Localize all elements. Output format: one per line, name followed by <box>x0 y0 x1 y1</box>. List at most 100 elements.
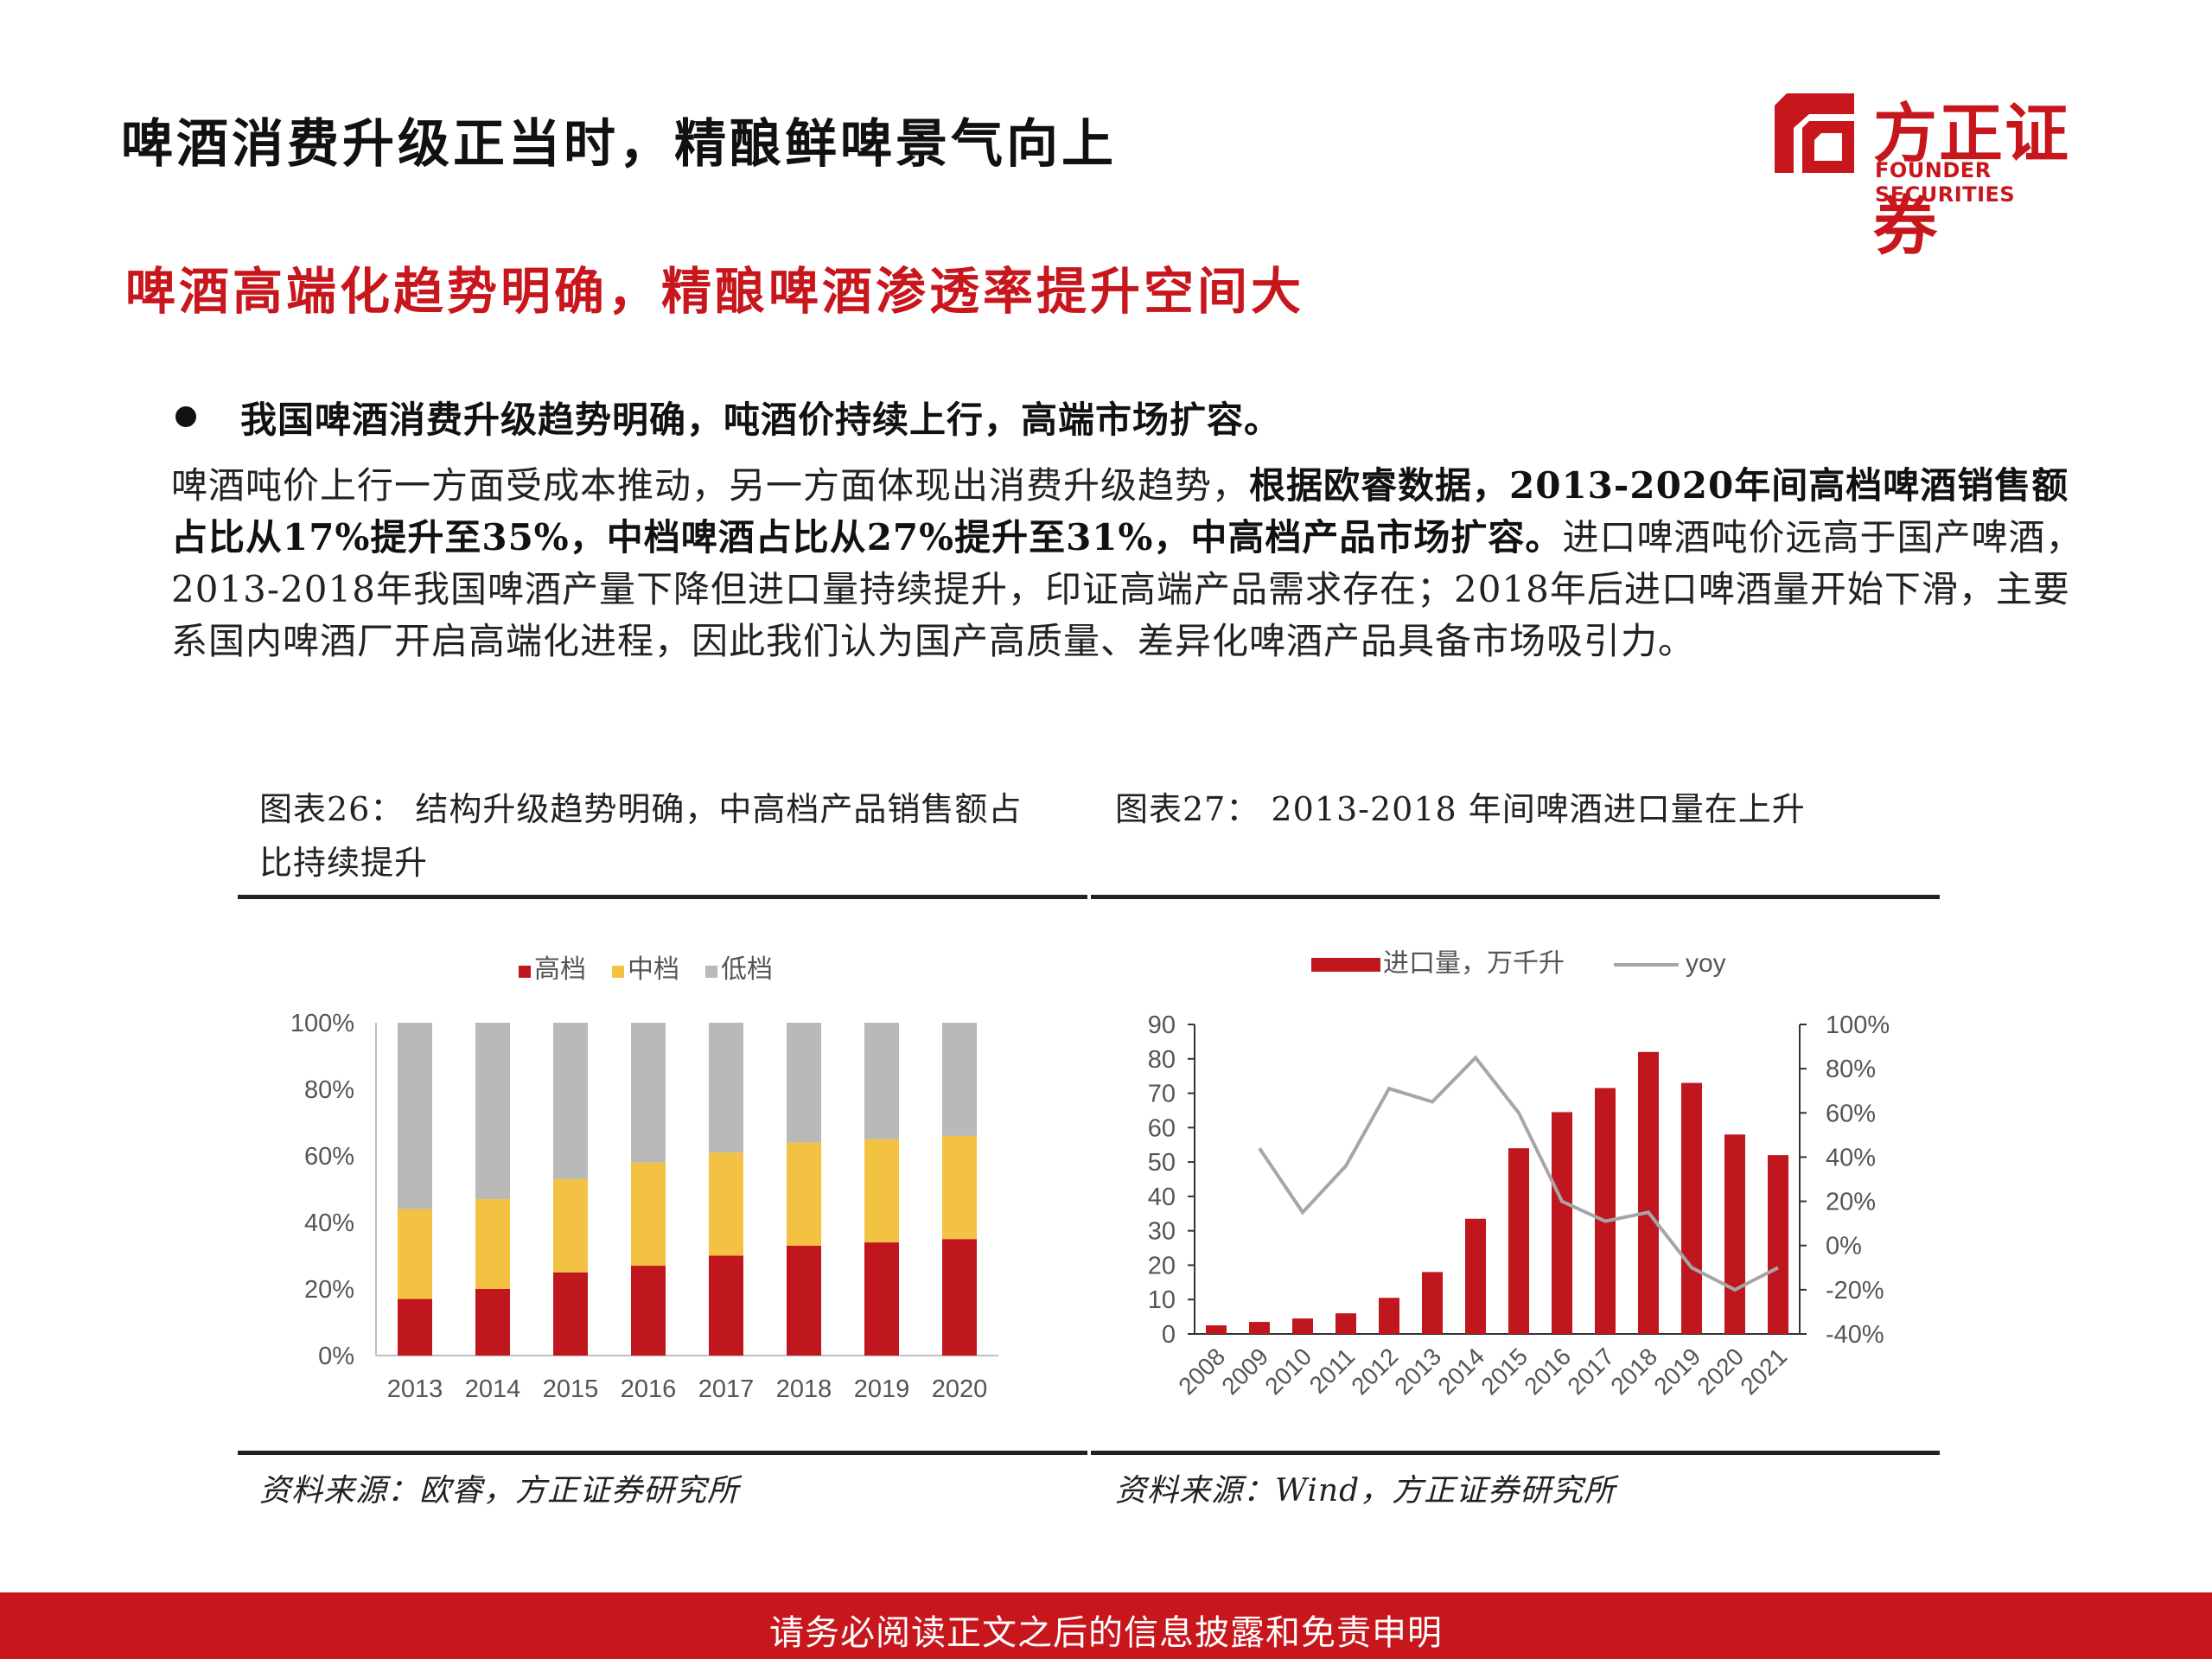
bar-中档-2020 <box>942 1135 977 1240</box>
y-tick-label: 100% <box>290 1010 354 1037</box>
bar-import-2016 <box>1552 1112 1572 1334</box>
x-tick-label: 2018 <box>1605 1343 1662 1400</box>
bullet-heading: 我国啤酒消费升级趋势明确，吨酒价持续上行，高端市场扩容。 <box>240 399 1282 441</box>
x-tick-label: 2016 <box>1519 1343 1576 1400</box>
bar-低档-2017 <box>709 1023 743 1153</box>
fig27-chart: 0 10 20 30 40 50 60 70 80 90 -40% -20% 0% 20% 40% 60% 80… <box>1148 949 1890 1400</box>
fig26-title-line2: 比持续提升 <box>259 844 429 882</box>
left-tick-label: 20 <box>1148 1252 1176 1279</box>
legend-label: 中档 <box>628 955 679 984</box>
bar-import-2015 <box>1508 1148 1529 1334</box>
bar-高档-2018 <box>787 1245 821 1356</box>
left-tick-label: 60 <box>1148 1114 1176 1142</box>
x-tick-label: 2019 <box>854 1375 910 1403</box>
legend-label: yoy <box>1686 949 1726 978</box>
fig26-source: 资料来源：欧睿，方正证券研究所 <box>259 1473 740 1509</box>
bar-中档-2015 <box>553 1178 588 1273</box>
x-tick-label: 2016 <box>621 1375 677 1403</box>
page-title: 啤酒消费升级正当时，精酿鲜啤景气向上 <box>121 114 1117 175</box>
x-tick-label: 2017 <box>698 1375 755 1403</box>
footer-disclaimer: 请务必阅读正文之后的信息披露和免责申明 <box>769 1613 1443 1653</box>
x-tick-label: 2010 <box>1259 1343 1316 1400</box>
fig26-chart: 0% 20% 40% 60% 80% 100% 2013 2014 2015 2016 2017 20… <box>290 955 998 1403</box>
bar-低档-2015 <box>553 1023 588 1179</box>
fig27-bottom-rule <box>1091 1451 1940 1455</box>
bar-import-2011 <box>1335 1313 1356 1334</box>
legend-swatch-高档 <box>519 966 531 978</box>
legend-swatch-import <box>1311 958 1380 972</box>
fig27-top-rule <box>1091 895 1940 899</box>
legend-label: 高档 <box>534 955 586 984</box>
left-tick-label: 80 <box>1148 1046 1176 1074</box>
bar-import-2009 <box>1249 1322 1270 1334</box>
bar-import-2012 <box>1379 1298 1399 1334</box>
bar-import-2020 <box>1724 1134 1745 1334</box>
bar-中档-2014 <box>475 1199 510 1289</box>
bar-中档-2019 <box>864 1139 899 1243</box>
right-tick-label: 80% <box>1826 1056 1876 1083</box>
bar-import-2014 <box>1465 1218 1486 1334</box>
fig26-title-line1: 图表26： 结构升级趋势明确，中高档产品销售额占 <box>259 790 1023 828</box>
body-paragraph: 啤酒吨价上行一方面受成本推动，另一方面体现出消费升级趋势，根据欧睿数据，2013… <box>171 460 2099 667</box>
left-tick-label: 40 <box>1148 1184 1176 1211</box>
y-tick-label: 20% <box>304 1276 354 1304</box>
x-tick-label: 2014 <box>1432 1343 1489 1400</box>
left-tick-label: 90 <box>1148 1011 1176 1039</box>
fig27-source: 资料来源：Wind，方正证券研究所 <box>1115 1473 1616 1509</box>
bar-低档-2018 <box>787 1023 821 1143</box>
x-tick-label: 2012 <box>1346 1343 1403 1400</box>
bar-import-2017 <box>1595 1088 1616 1334</box>
bar-中档-2018 <box>787 1142 821 1246</box>
x-tick-label: 2013 <box>387 1375 443 1403</box>
bar-高档-2014 <box>475 1289 510 1356</box>
right-tick-label: -20% <box>1826 1277 1884 1305</box>
y-tick-label: 80% <box>304 1076 354 1104</box>
fig27-title: 图表27： 2013-2018 年间啤酒进口量在上升 <box>1115 790 1806 828</box>
logo-text-en: FOUNDER SECURITIES <box>1875 158 2016 207</box>
y-tick-label: 60% <box>304 1143 354 1171</box>
right-tick-label: 0% <box>1826 1233 1862 1260</box>
x-tick-label: 2020 <box>932 1375 988 1403</box>
fig26-bottom-rule <box>238 1451 1087 1455</box>
yoy-line <box>1258 1055 1779 1292</box>
left-tick-label: 0 <box>1162 1321 1176 1349</box>
legend-label: 低档 <box>721 955 773 984</box>
x-tick-label: 2017 <box>1562 1343 1619 1400</box>
bar-高档-2020 <box>942 1239 977 1356</box>
bar-低档-2013 <box>398 1023 432 1209</box>
legend-label: 进口量，万千升 <box>1383 949 1565 978</box>
bar-高档-2016 <box>631 1266 666 1356</box>
bar-低档-2020 <box>942 1023 977 1136</box>
bar-import-2021 <box>1768 1155 1788 1334</box>
bar-中档-2013 <box>398 1209 432 1299</box>
x-tick-label: 2014 <box>465 1375 521 1403</box>
legend-swatch-低档 <box>705 966 717 978</box>
x-tick-label: 2015 <box>1476 1343 1533 1400</box>
fig26-top-rule <box>238 895 1087 899</box>
x-tick-label: 2011 <box>1304 1343 1361 1399</box>
founder-logo-icon <box>1775 93 1854 173</box>
left-tick-label: 10 <box>1148 1286 1176 1314</box>
bar-import-2018 <box>1638 1051 1659 1334</box>
left-tick-label: 50 <box>1148 1149 1176 1177</box>
right-tick-label: 60% <box>1826 1100 1876 1127</box>
x-tick-label: 2009 <box>1216 1343 1273 1400</box>
right-tick-label: -40% <box>1826 1321 1884 1349</box>
bar-中档-2016 <box>631 1162 666 1267</box>
left-tick-label: 30 <box>1148 1218 1176 1246</box>
right-tick-label: 40% <box>1826 1144 1876 1171</box>
body-text-bold: 根据欧睿数据，2013-2020年间高档啤酒销售额占比从17%提升至35%，中档… <box>171 464 2069 558</box>
bar-import-2008 <box>1206 1325 1227 1334</box>
bar-低档-2019 <box>864 1023 899 1139</box>
x-tick-label: 2013 <box>1389 1343 1446 1400</box>
bullet-icon <box>175 406 196 427</box>
x-tick-label: 2019 <box>1648 1343 1705 1400</box>
legend-swatch-中档 <box>612 966 624 978</box>
y-tick-label: 40% <box>304 1209 354 1237</box>
bar-高档-2019 <box>864 1242 899 1356</box>
bar-import-2010 <box>1292 1318 1313 1334</box>
body-text-1: 啤酒吨价上行一方面受成本推动，另一方面体现出消费升级趋势， <box>171 464 1250 507</box>
x-tick-label: 2021 <box>1735 1343 1792 1400</box>
bar-import-2019 <box>1681 1082 1702 1334</box>
bar-低档-2016 <box>631 1023 666 1163</box>
